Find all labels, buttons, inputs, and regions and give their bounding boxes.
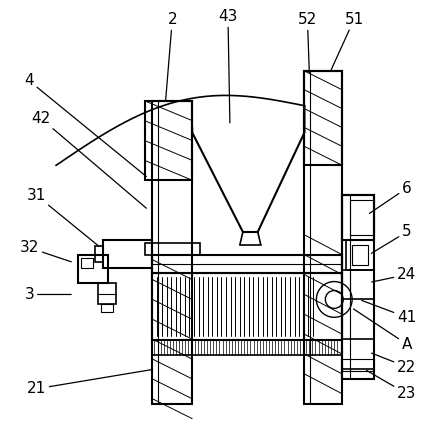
Bar [144, 243, 200, 255]
Bar [152, 255, 342, 273]
Bar [342, 339, 374, 369]
Bar [78, 255, 108, 282]
Text: 22: 22 [372, 353, 416, 374]
Bar [81, 258, 93, 268]
Bar [98, 282, 116, 304]
Bar [152, 340, 342, 355]
Bar [304, 71, 342, 404]
Text: 5: 5 [371, 224, 412, 253]
Text: 43: 43 [218, 9, 237, 123]
Bar [152, 101, 192, 404]
Bar [103, 240, 152, 268]
Bar [346, 240, 374, 270]
Text: 42: 42 [31, 111, 146, 208]
Text: 4: 4 [24, 73, 146, 176]
Bar [101, 304, 113, 312]
Bar [342, 195, 374, 240]
Text: A: A [354, 309, 412, 352]
Text: 6: 6 [369, 181, 412, 214]
Text: 31: 31 [27, 187, 99, 246]
Text: 3: 3 [24, 287, 71, 302]
Bar [350, 200, 374, 235]
Bar [342, 359, 374, 371]
Text: 51: 51 [330, 12, 364, 71]
Text: 41: 41 [361, 300, 416, 325]
Text: 24: 24 [372, 267, 416, 282]
Text: 21: 21 [27, 369, 153, 396]
Bar [342, 195, 374, 379]
Text: 32: 32 [19, 240, 71, 262]
Text: 2: 2 [166, 12, 177, 101]
Bar [304, 71, 342, 165]
Text: 23: 23 [366, 370, 416, 401]
Bar [342, 270, 374, 300]
Bar [144, 101, 192, 180]
Bar [152, 273, 342, 340]
Bar [352, 245, 368, 265]
Bar [95, 246, 103, 262]
Text: 52: 52 [298, 12, 317, 73]
